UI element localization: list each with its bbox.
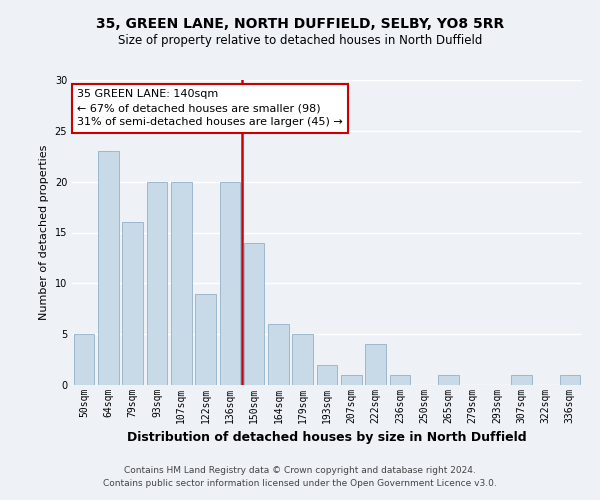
Bar xyxy=(438,375,459,385)
Bar xyxy=(389,375,410,385)
Bar xyxy=(122,222,143,385)
Bar xyxy=(292,334,313,385)
Bar xyxy=(74,334,94,385)
Bar xyxy=(220,182,240,385)
Bar xyxy=(171,182,191,385)
Bar xyxy=(268,324,289,385)
Bar xyxy=(511,375,532,385)
Bar xyxy=(146,182,167,385)
Text: 35, GREEN LANE, NORTH DUFFIELD, SELBY, YO8 5RR: 35, GREEN LANE, NORTH DUFFIELD, SELBY, Y… xyxy=(96,18,504,32)
Bar xyxy=(195,294,216,385)
Bar xyxy=(244,242,265,385)
Bar xyxy=(365,344,386,385)
Text: Contains HM Land Registry data © Crown copyright and database right 2024.
Contai: Contains HM Land Registry data © Crown c… xyxy=(103,466,497,487)
Bar xyxy=(341,375,362,385)
X-axis label: Distribution of detached houses by size in North Duffield: Distribution of detached houses by size … xyxy=(127,432,527,444)
Text: 35 GREEN LANE: 140sqm
← 67% of detached houses are smaller (98)
31% of semi-deta: 35 GREEN LANE: 140sqm ← 67% of detached … xyxy=(77,89,343,127)
Y-axis label: Number of detached properties: Number of detached properties xyxy=(39,145,49,320)
Bar xyxy=(317,364,337,385)
Bar xyxy=(98,151,119,385)
Bar xyxy=(560,375,580,385)
Text: Size of property relative to detached houses in North Duffield: Size of property relative to detached ho… xyxy=(118,34,482,47)
